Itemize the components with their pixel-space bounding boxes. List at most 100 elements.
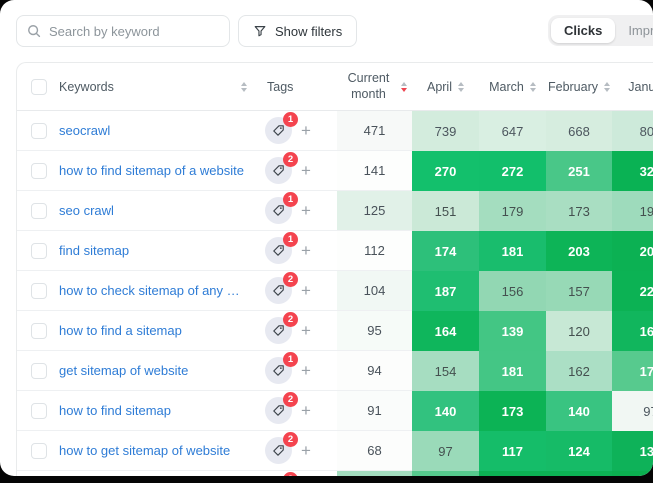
tags-cell: 2+ <box>257 391 337 431</box>
current-month-cell <box>337 471 412 476</box>
keyword-link[interactable]: seo crawl <box>59 203 114 218</box>
tag-count-badge: 2 <box>283 312 298 327</box>
show-filters-button[interactable]: Show filters <box>238 15 358 47</box>
tab-impressions[interactable]: Impressions <box>628 23 653 38</box>
keyword-link[interactable]: how to get sitemap of website <box>59 443 231 458</box>
heatmap-cell: 181 <box>479 231 546 271</box>
add-tag-button[interactable]: + <box>301 241 311 260</box>
row-checkbox[interactable] <box>31 202 47 219</box>
keyword-link[interactable]: find sitemap <box>59 243 130 258</box>
row-checkbox[interactable] <box>31 442 47 459</box>
current-month-cell: 91 <box>337 391 412 431</box>
add-tag-button[interactable]: + <box>301 321 311 340</box>
add-tag-button[interactable]: + <box>301 161 311 180</box>
sort-april[interactable] <box>458 81 464 92</box>
keyword-cell: find sitemap <box>17 231 257 271</box>
tag-icon <box>273 365 284 376</box>
row-checkbox[interactable] <box>31 162 47 179</box>
tag-chip-button[interactable]: 2 <box>265 312 298 344</box>
tags-cell: 1 + <box>257 351 337 391</box>
keyword-link[interactable]: how to find a sitemap <box>59 323 182 338</box>
sort-keywords[interactable] <box>241 81 247 92</box>
sort-february[interactable] <box>604 81 611 92</box>
search-placeholder: Search by keyword <box>49 23 160 39</box>
keyword-link[interactable]: how to check sitemap of any website <box>59 283 249 298</box>
row-checkbox[interactable] <box>31 242 47 259</box>
heatmap-cell: 157 <box>546 271 612 311</box>
keyword-link[interactable]: seocrawl <box>59 123 111 138</box>
header-tags: Tags <box>257 63 337 110</box>
tag-chip-button[interactable]: 2 <box>265 432 298 464</box>
heatmap-cell: 668 <box>546 111 612 151</box>
february-header-label: February <box>547 79 599 94</box>
tag-count-badge: 2 <box>283 272 298 287</box>
table-row: find sitemap 1+112174181203207 <box>17 231 653 271</box>
header-keywords: Keywords <box>17 63 257 110</box>
add-tag-button[interactable]: + <box>301 441 311 460</box>
metric-toggle: Clicks Impressions <box>548 15 653 46</box>
keyword-link[interactable]: get sitemap of website <box>59 363 189 378</box>
tag-chip-button[interactable]: 2 <box>265 272 298 304</box>
row-checkbox[interactable] <box>31 362 47 379</box>
current-month-cell: 95 <box>337 311 412 351</box>
tag-chip-button[interactable]: 1 <box>265 112 298 144</box>
add-tag-button[interactable]: + <box>301 401 311 420</box>
keyword-cell: how to find a sitemap <box>17 311 257 351</box>
search-icon <box>28 25 41 38</box>
tag-chip-button[interactable]: 1 <box>265 232 298 264</box>
heatmap-cell: 739 <box>412 111 479 151</box>
heatmap-cell: 124 <box>546 431 612 471</box>
heatmap-cell: 207 <box>612 231 653 271</box>
tag-chip-button[interactable]: 1 <box>265 352 298 384</box>
sort-current-month[interactable] <box>400 81 407 92</box>
header-february: February <box>546 63 612 110</box>
current-month-cell: 125 <box>337 191 412 231</box>
row-checkbox[interactable] <box>31 282 47 299</box>
add-tag-button[interactable]: + <box>301 201 311 220</box>
current-month-cell: 141 <box>337 151 412 191</box>
keywords-table: Keywords Tags Current month April March <box>16 62 653 476</box>
tag-icon <box>273 205 284 216</box>
current-month-cell: 471 <box>337 111 412 151</box>
heatmap-cell <box>412 471 479 476</box>
add-tag-button[interactable]: + <box>301 281 311 300</box>
heatmap-cell: 647 <box>479 111 546 151</box>
select-all-checkbox[interactable] <box>31 78 47 95</box>
tab-clicks[interactable]: Clicks <box>551 18 616 43</box>
sort-march[interactable] <box>529 81 536 92</box>
row-checkbox[interactable] <box>31 402 47 419</box>
add-tag-button[interactable]: + <box>301 121 311 140</box>
toolbar: Search by keyword Show filters Clicks Im… <box>0 0 653 62</box>
tag-count-badge: 1 <box>283 232 298 247</box>
keyword-cell: get sitemap of website <box>17 351 257 391</box>
row-checkbox[interactable] <box>31 122 47 139</box>
tag-count-badge: 2 <box>283 432 298 447</box>
tag-chip-button[interactable]: 2 <box>265 152 298 184</box>
tag-chip-button[interactable]: 2 <box>265 392 298 424</box>
keyword-link[interactable]: how to find sitemap <box>59 403 172 418</box>
add-tag-button[interactable]: + <box>301 361 311 380</box>
heatmap-cell: 174 <box>412 231 479 271</box>
heatmap-cell: 181 <box>479 351 546 391</box>
search-input[interactable]: Search by keyword <box>16 15 230 47</box>
tags-cell: 1 + <box>257 111 337 151</box>
row-checkbox[interactable] <box>31 322 47 339</box>
tags-cell: 2+ <box>257 271 337 311</box>
table-row: 2+ <box>17 471 653 476</box>
heatmap-cell: 193 <box>612 191 653 231</box>
keyword-cell: seo crawl <box>17 191 257 231</box>
heatmap-cell: 173 <box>546 191 612 231</box>
current-month-cell: 68 <box>337 431 412 471</box>
heatmap-cell: 251 <box>546 151 612 191</box>
header-april: April <box>412 63 479 110</box>
tag-chip-button[interactable]: 1 <box>265 192 298 224</box>
april-header-label: April <box>426 79 452 94</box>
heatmap-cell: 162 <box>546 351 612 391</box>
heatmap-cell: 140 <box>412 391 479 431</box>
keyword-link[interactable]: how to find sitemap of a website <box>59 163 244 178</box>
heatmap-cell: 97 <box>412 431 479 471</box>
keywords-header-label: Keywords <box>59 79 114 94</box>
heatmap-cell <box>612 471 653 476</box>
march-header-label: March <box>489 79 524 94</box>
